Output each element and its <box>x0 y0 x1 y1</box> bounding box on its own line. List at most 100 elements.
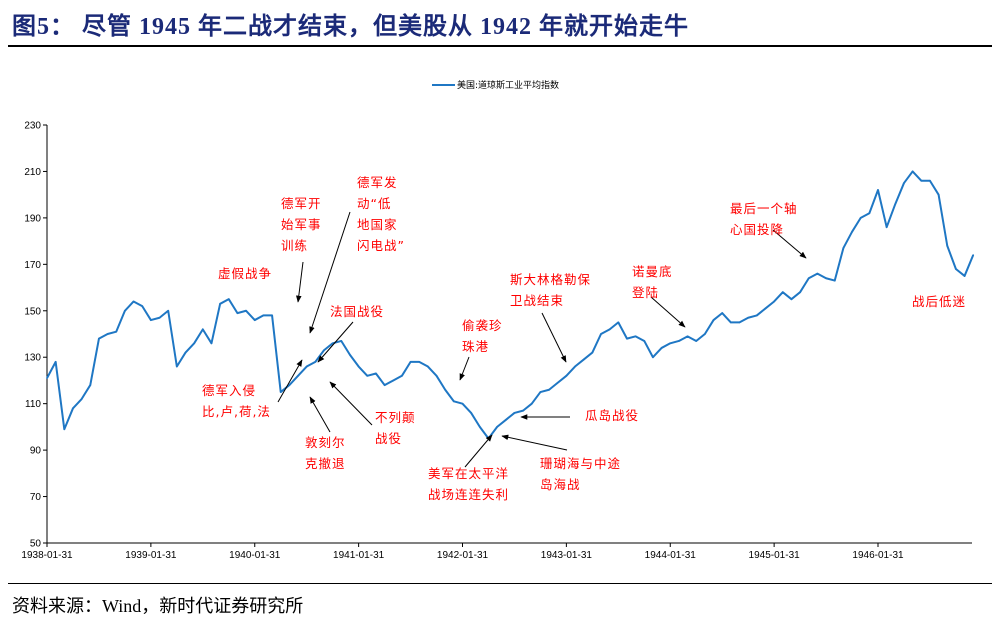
data-point <box>946 244 949 247</box>
data-point <box>418 361 421 363</box>
data-point <box>608 328 611 331</box>
data-point <box>574 365 576 368</box>
data-point <box>453 400 455 403</box>
data-point <box>349 354 351 356</box>
annotation-pacific-losses: 美军在太平洋 战场连连失利 <box>428 466 510 502</box>
y-tick-label: 50 <box>30 539 42 550</box>
data-point <box>721 312 723 314</box>
data-point <box>859 217 862 219</box>
annotation-dunkirk: 敦刻尔 克撤退 <box>305 435 346 471</box>
annotation-arrow <box>650 296 686 328</box>
data-point <box>730 321 732 324</box>
data-point <box>851 231 853 233</box>
data-point <box>375 372 377 375</box>
data-point <box>634 335 637 338</box>
data-point <box>288 384 291 386</box>
annotation-arrow <box>541 312 567 363</box>
annotation-axis-surrender: 最后一个轴 心国投降 <box>730 201 798 237</box>
x-tick-label: 1938-01-31 <box>21 550 73 561</box>
data-point <box>271 314 273 317</box>
data-point <box>626 337 628 340</box>
data-point <box>539 391 542 393</box>
data-point <box>799 291 801 294</box>
data-point <box>331 342 334 345</box>
data-point <box>158 316 161 319</box>
data-point <box>323 349 325 352</box>
data-point <box>366 375 369 377</box>
data-point <box>253 319 256 321</box>
x-tick-label: 1945-01-31 <box>749 550 801 561</box>
data-point <box>357 365 360 368</box>
data-point <box>444 388 446 391</box>
data-point <box>565 375 568 377</box>
data-point <box>712 319 715 321</box>
data-point <box>738 321 741 324</box>
data-point <box>124 309 126 312</box>
y-tick-label: 210 <box>24 167 41 178</box>
x-tick-label: 1940-01-31 <box>229 550 281 561</box>
y-tick-label: 230 <box>24 121 41 132</box>
data-point <box>885 226 888 228</box>
series-line <box>46 170 975 440</box>
data-point <box>617 321 620 324</box>
annotation-arrow <box>309 396 331 433</box>
data-point <box>54 361 57 363</box>
data-point <box>193 342 195 345</box>
data-point <box>556 381 559 384</box>
data-point <box>479 426 481 428</box>
annotation-guadalcanal: 瓜岛战役 <box>585 408 640 423</box>
data-point <box>340 340 343 342</box>
data-point <box>89 384 92 386</box>
annotation-arrow <box>317 321 354 363</box>
data-point <box>314 361 317 363</box>
annotation-arrow <box>464 434 493 468</box>
data-point <box>98 337 100 340</box>
data-point <box>894 203 897 205</box>
source-note: 资料来源：Wind，新时代证券研究所 <box>12 596 304 616</box>
source-divider <box>8 583 992 584</box>
data-point <box>141 305 144 307</box>
data-point <box>825 277 827 280</box>
data-point <box>764 307 767 310</box>
figure-title: 图5： 尽管 1945 年二战才结束，但美股从 1942 年就开始走牛 <box>12 14 689 40</box>
annotation-arrow <box>329 381 373 426</box>
data-point <box>816 272 819 275</box>
data-point <box>167 309 169 312</box>
data-point <box>686 335 689 338</box>
annotation-battle-of-france: 法国战役 <box>330 304 385 319</box>
data-point <box>297 375 299 377</box>
data-point <box>833 279 836 282</box>
data-point <box>937 193 940 196</box>
y-tick-label: 90 <box>30 446 42 457</box>
data-point <box>72 407 74 410</box>
data-point <box>530 402 533 405</box>
x-tick-label: 1946-01-31 <box>852 550 904 561</box>
data-point <box>80 398 83 400</box>
data-point <box>652 356 654 359</box>
y-tick-label: 70 <box>30 492 42 503</box>
annotation-coral-sea-midway: 珊瑚海与中途 岛海战 <box>540 456 622 492</box>
data-point <box>504 419 507 421</box>
annotation-stalingrad: 斯大林格勒保 卫战结束 <box>510 272 592 308</box>
data-point <box>747 316 749 319</box>
data-point <box>210 342 213 345</box>
annotation-german-training: 德军开 始军事 训练 <box>281 196 322 253</box>
data-point <box>591 351 594 354</box>
annotation-battle-of-britain: 不列颠 战役 <box>375 410 416 446</box>
x-tick-label: 1942-01-31 <box>437 550 489 561</box>
annotation-arrow <box>459 356 470 381</box>
data-point <box>46 377 48 379</box>
data-point <box>643 340 646 342</box>
data-point <box>461 402 464 405</box>
data-point <box>279 391 282 393</box>
annotation-phony-war: 虚假战争 <box>218 266 273 281</box>
data-point <box>219 303 221 305</box>
data-point <box>911 170 914 173</box>
data-point <box>522 409 524 412</box>
annotation-postwar-slump: 战后低迷 <box>912 294 967 309</box>
data-point <box>392 379 395 382</box>
data-point <box>115 330 118 333</box>
title-divider <box>8 45 992 47</box>
y-tick-label: 110 <box>25 399 41 410</box>
x-tick-label: 1941-01-31 <box>333 550 385 561</box>
